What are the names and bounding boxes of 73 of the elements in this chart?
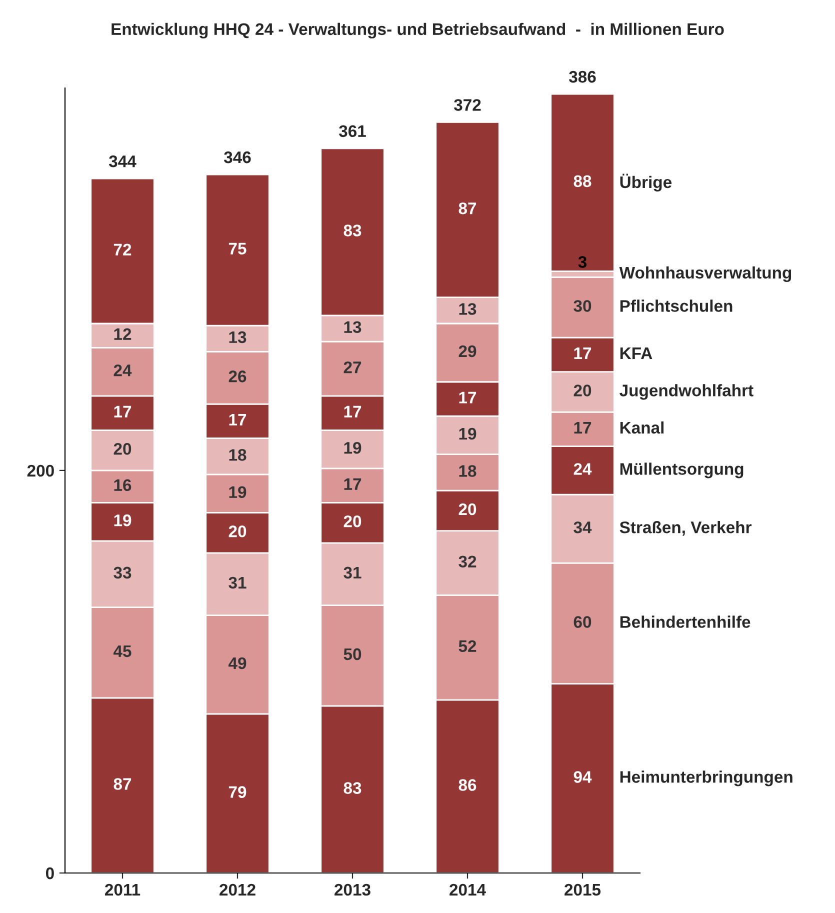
data-label: 52 xyxy=(458,640,476,652)
total-label: 386 xyxy=(568,70,596,83)
data-label: 18 xyxy=(229,449,246,461)
data-label: 86 xyxy=(458,779,476,791)
series-label: Übrige xyxy=(620,174,672,192)
series-label: Kanal xyxy=(620,421,664,434)
y-tick-label: 200 xyxy=(27,464,54,477)
data-label: 26 xyxy=(228,370,246,382)
data-label: 94 xyxy=(574,771,592,783)
data-label: 87 xyxy=(458,202,476,214)
data-label: 3 xyxy=(578,256,587,268)
data-label: 31 xyxy=(228,576,246,589)
x-tick-label: 2011 xyxy=(105,884,140,896)
data-label: 17 xyxy=(574,348,592,360)
data-label: 34 xyxy=(574,521,592,534)
x-tick-label: 2013 xyxy=(334,884,370,896)
data-label: 19 xyxy=(344,442,362,454)
data-label: 19 xyxy=(229,486,246,498)
data-label: 45 xyxy=(113,645,132,658)
data-label: 18 xyxy=(459,465,476,477)
data-label: 12 xyxy=(114,328,132,340)
data-label: 17 xyxy=(344,478,362,490)
x-tick-label: 2014 xyxy=(450,884,486,896)
data-label: 60 xyxy=(574,616,592,628)
series-label: Müllentsorgung xyxy=(620,462,744,478)
data-label: 20 xyxy=(344,515,362,528)
chart-title: Entwicklung HHQ 24 - Verwaltungs- und Betriebsaufwand - in Millionen Euro xyxy=(112,22,724,38)
series-label: KFA xyxy=(620,348,652,360)
data-label: 19 xyxy=(114,514,132,526)
data-label: 16 xyxy=(114,479,132,492)
data-label: 79 xyxy=(228,786,246,798)
data-label: 13 xyxy=(344,321,362,334)
data-label: 17 xyxy=(114,406,132,418)
data-label: 83 xyxy=(344,224,362,236)
data-label: 20 xyxy=(228,526,246,538)
data-label: 17 xyxy=(459,392,476,404)
data-label: 17 xyxy=(574,422,592,434)
series-label: Behindertenhilfe xyxy=(620,616,750,628)
data-label: 87 xyxy=(114,778,132,790)
series-label: Wohnhausverwaltung xyxy=(619,266,792,282)
series-label: Pflichtschulen xyxy=(620,300,732,312)
data-label: 29 xyxy=(458,345,476,358)
data-label: 72 xyxy=(114,244,132,256)
data-label: 50 xyxy=(344,648,362,660)
data-label: 13 xyxy=(459,303,476,315)
series-label: Jugendwohlfahrt xyxy=(620,384,754,400)
data-label: 20 xyxy=(114,442,132,455)
total-label: 361 xyxy=(338,125,366,138)
total-label: 346 xyxy=(224,151,251,164)
data-label: 49 xyxy=(228,657,246,670)
data-label: 88 xyxy=(574,175,592,188)
data-label: 83 xyxy=(344,782,362,794)
y-tick-label: 0 xyxy=(46,867,54,880)
data-label: 30 xyxy=(574,300,592,312)
data-label: 17 xyxy=(229,414,246,426)
data-label: 75 xyxy=(228,242,246,255)
data-label: 33 xyxy=(114,566,132,579)
series-label: Heimunterbringungen xyxy=(620,770,792,786)
data-label: 27 xyxy=(344,361,362,374)
data-label: 13 xyxy=(229,331,246,344)
total-label: 372 xyxy=(454,99,481,111)
data-label: 31 xyxy=(344,566,362,579)
series-label: Straßen, Verkehr xyxy=(620,521,752,536)
data-label: 24 xyxy=(114,364,132,376)
x-tick-label: 2012 xyxy=(220,884,256,896)
data-label: 17 xyxy=(344,406,362,418)
x-tick-label: 2015 xyxy=(564,884,601,896)
data-label: 24 xyxy=(574,463,592,475)
data-label: 19 xyxy=(459,428,476,440)
data-label: 20 xyxy=(458,503,476,516)
data-label: 32 xyxy=(458,556,476,568)
total-label: 344 xyxy=(108,155,136,168)
data-label: 20 xyxy=(574,384,592,396)
